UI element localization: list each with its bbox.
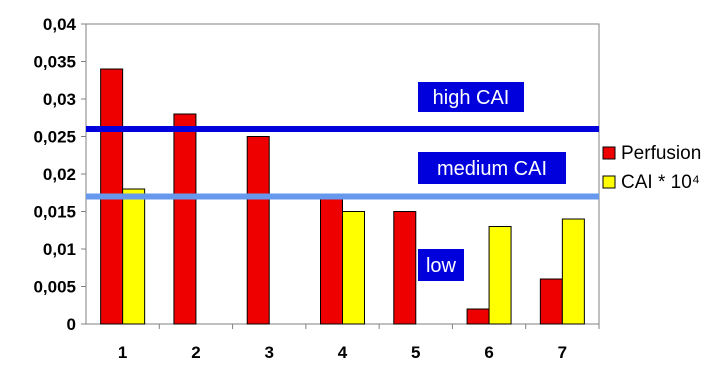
x-tick-label: 4 xyxy=(338,343,348,362)
legend-label: CAI * 10⁴ xyxy=(621,172,700,193)
bar-perfusion xyxy=(540,279,562,324)
x-tick-label: 1 xyxy=(118,343,127,362)
bar-perfusion xyxy=(467,309,489,324)
y-tick-label: 0,015 xyxy=(33,203,76,222)
x-tick-label: 5 xyxy=(411,343,420,362)
x-tick-label: 7 xyxy=(558,343,567,362)
label-text: low xyxy=(426,255,457,277)
x-tick-label: 3 xyxy=(264,343,273,362)
bar-perfusion xyxy=(321,197,343,325)
x-tick-label: 2 xyxy=(191,343,200,362)
legend-label: Perfusion xyxy=(621,143,701,164)
legend-swatch xyxy=(603,147,615,159)
bar-cai xyxy=(489,227,511,325)
y-tick-label: 0,01 xyxy=(43,240,76,259)
y-tick-label: 0,005 xyxy=(33,278,76,297)
y-axis-ticks: 0 0,005 0,01 0,015 0,02 0,025 0,03 0,035 0,04 xyxy=(33,15,86,334)
bar-cai xyxy=(343,212,365,325)
legend: Perfusion CAI * 10⁴ xyxy=(603,143,701,193)
y-tick-label: 0 xyxy=(67,315,76,334)
x-tick-label: 6 xyxy=(484,343,493,362)
bar-cai xyxy=(123,189,145,324)
label-text: high CAI xyxy=(433,87,510,109)
y-tick-label: 0,035 xyxy=(33,53,76,72)
y-tick-label: 0,025 xyxy=(33,128,76,147)
y-tick-label: 0,02 xyxy=(43,165,76,184)
y-tick-label: 0,03 xyxy=(43,90,76,109)
label-text: medium CAI xyxy=(437,158,547,180)
bar-perfusion xyxy=(394,212,416,325)
bar-cai xyxy=(562,219,584,324)
y-tick-label: 0,04 xyxy=(43,15,77,34)
legend-swatch xyxy=(603,176,615,188)
bar-perfusion xyxy=(247,137,269,325)
bar-perfusion xyxy=(174,114,196,324)
x-axis-ticks: 1 2 3 4 5 6 7 xyxy=(118,324,599,362)
